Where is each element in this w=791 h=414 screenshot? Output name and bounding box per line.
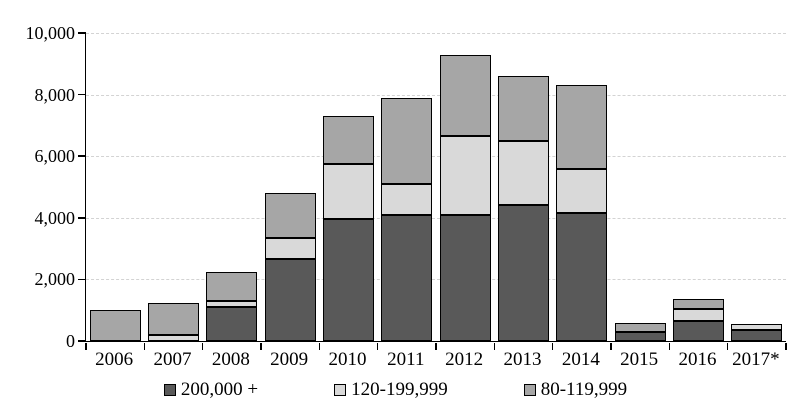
x-tick-label: 2011: [387, 349, 425, 370]
bar-2009-segment-0: [264, 259, 316, 341]
x-axis-tick: [85, 342, 87, 350]
bar-2014-segment-2: [556, 85, 608, 169]
bar-2011-segment-2: [381, 97, 433, 184]
y-tick-label: 6,000: [34, 146, 76, 167]
bar-2016-segment-0: [673, 320, 724, 341]
x-tick-label: 2007: [153, 349, 192, 370]
x-axis-tick: [376, 342, 379, 350]
y-axis-tick: [78, 93, 86, 96]
x-tick-label: 2009: [270, 349, 309, 370]
plot-area: [78, 32, 787, 350]
y-axis-tick: [78, 155, 86, 157]
bar-2010-segment-0: [323, 219, 374, 341]
legend-swatch-icon: [334, 384, 347, 396]
x-axis-tick: [668, 342, 671, 350]
bar-2007-segment-1: [148, 334, 199, 341]
x-axis-tick: [551, 342, 554, 350]
gridline: [86, 217, 786, 219]
x-axis-tick: [726, 342, 729, 350]
y-axis-tick: [78, 340, 86, 342]
bar-2006-segment-2: [89, 310, 141, 341]
bar-2015-segment-2: [614, 322, 666, 332]
bar-2013-segment-0: [498, 205, 549, 341]
y-tick-label: 2,000: [34, 269, 76, 290]
bar-2014-segment-0: [556, 213, 608, 341]
bar-2010-segment-1: [323, 163, 374, 220]
bar-2012-segment-2: [439, 54, 491, 137]
bar-2017*-segment-0: [731, 330, 783, 341]
legend-label: 80-119,999: [540, 379, 628, 400]
legend-swatch-icon: [163, 384, 176, 396]
gridline: [86, 156, 786, 158]
bar-2016-segment-1: [673, 308, 724, 321]
legend: 200,000 + 120-199,999 80-119,999: [0, 379, 791, 401]
bar-2010-segment-2: [323, 116, 374, 164]
x-tick-label: 2017*: [732, 349, 780, 370]
bar-2008-segment-0: [206, 307, 258, 341]
x-axis-tick: [785, 342, 787, 350]
bar-2016-segment-2: [673, 299, 724, 309]
bar-2017*-segment-1: [731, 324, 783, 331]
gridline: [86, 94, 786, 96]
legend-item-0: 200,000 +: [163, 379, 259, 401]
gridline: [86, 279, 786, 281]
gridline: [86, 33, 786, 34]
bar-2008-segment-1: [206, 300, 258, 308]
y-tick-label: 0: [66, 331, 75, 351]
x-tick-label: 2013: [503, 349, 542, 370]
y-axis-tick: [78, 217, 86, 219]
bar-2012-segment-1: [439, 136, 491, 215]
x-axis-tick: [201, 342, 204, 350]
x-tick-label: 2015: [620, 349, 659, 370]
bar-2009-segment-1: [264, 237, 316, 260]
bar-2007-segment-2: [148, 302, 199, 335]
bar-2009-segment-2: [264, 193, 316, 238]
x-tick-label: 2014: [561, 349, 600, 370]
x-tick-label: 2012: [445, 349, 484, 370]
bar-2015-segment-0: [614, 331, 666, 341]
bar-2011-segment-1: [381, 183, 433, 215]
legend-item-1: 120-199,999: [334, 379, 448, 401]
legend-label: 120-199,999: [351, 379, 448, 400]
x-axis-tick: [318, 342, 321, 350]
legend-item-2: 80-119,999: [523, 379, 628, 401]
x-axis-labels: 2006 2007 2008 2009 2010 2011 2012 2013 2014 2015…: [85, 349, 785, 373]
y-tick-label: 10,000: [25, 23, 76, 43]
y-tick-label: 4,000: [34, 207, 76, 228]
bar-2011-segment-0: [381, 214, 433, 341]
legend-swatch-icon: [523, 384, 536, 396]
bar-2014-segment-1: [556, 168, 608, 214]
bar-2013-segment-1: [498, 140, 549, 206]
x-axis-tick: [493, 342, 496, 350]
y-axis-tick: [78, 32, 86, 34]
x-axis-tick: [143, 342, 146, 350]
y-tick-label: 8,000: [34, 84, 76, 105]
y-axis-tick: [78, 278, 86, 281]
legend-label: 200,000 +: [180, 379, 259, 400]
x-tick-label: 2006: [95, 349, 134, 370]
x-axis-tick: [610, 342, 612, 350]
x-axis-tick: [435, 342, 437, 350]
bar-2008-segment-2: [206, 271, 258, 301]
x-tick-label: 2010: [328, 349, 367, 370]
bar-2012-segment-0: [439, 214, 491, 341]
bar-2013-segment-2: [498, 76, 549, 141]
x-tick-label: 2016: [678, 349, 717, 370]
x-tick-label: 2008: [211, 349, 250, 370]
x-axis-tick: [260, 342, 262, 350]
